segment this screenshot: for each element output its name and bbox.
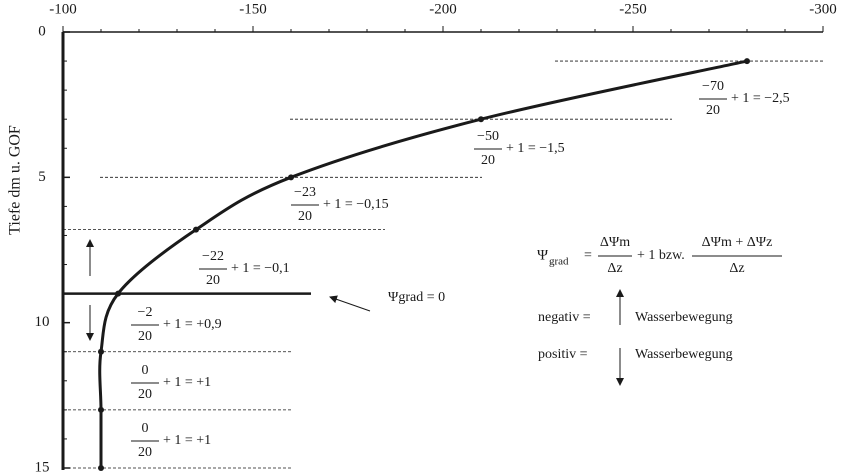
fraction-denominator: 20 (481, 153, 495, 168)
legend-label: positiv = (538, 347, 588, 362)
pointer-arrow (329, 295, 371, 312)
formula-den: Δz (729, 261, 744, 276)
point (193, 226, 199, 233)
x-tick-label: -200 (429, 1, 457, 17)
legend-text: Wasserbewegung (635, 347, 733, 362)
fraction-denominator: 20 (706, 103, 720, 118)
fraction-numerator: −23 (294, 185, 316, 200)
fraction-denominator: 20 (298, 209, 312, 224)
point (98, 348, 104, 355)
x-tick-label: -150 (239, 1, 267, 17)
point (288, 174, 294, 181)
y-axis-label: Tiefe dm u. GOF (7, 125, 24, 235)
fraction-denominator: 20 (138, 387, 152, 402)
y-tick-label: 15 (35, 459, 50, 475)
point (478, 116, 484, 123)
x-tick-label: -250 (619, 1, 647, 17)
annotation-text: + 1 = +1 (163, 375, 211, 390)
point (98, 465, 104, 471)
annotation-text: + 1 = +1 (163, 433, 211, 448)
curve (98, 59, 748, 468)
fraction-numerator: −50 (477, 129, 499, 144)
y-tick-label: 5 (38, 169, 46, 185)
zero-label: Ψgrad = 0 (388, 290, 445, 305)
annotation-text: + 1 = −1,5 (506, 141, 565, 156)
annotation-text: + 1 = −0,1 (231, 261, 290, 276)
formula-subscript: grad (549, 256, 569, 268)
fraction-denominator: 20 (138, 445, 152, 460)
legend-label: negativ = (538, 310, 591, 325)
fraction-numerator: 0 (142, 421, 149, 436)
fraction-numerator: −70 (702, 79, 724, 94)
x-tick-label: -100 (49, 1, 77, 17)
formula-den: Δz (607, 261, 622, 276)
point (744, 58, 750, 65)
formula: Ψ grad = ΔΨm Δz + 1 bzw. ΔΨm + ΔΨz Δz (537, 235, 782, 276)
x-tick-label: -300 (809, 1, 837, 17)
legend-text: Wasserbewegung (635, 310, 733, 325)
point (98, 406, 104, 413)
formula-equals: = (584, 248, 592, 263)
annotation-text: + 1 = −0,15 (323, 197, 389, 212)
y-tick-label: 0 (38, 23, 46, 39)
formula-num: ΔΨm + ΔΨz (702, 235, 773, 250)
point (115, 290, 122, 297)
fraction-denominator: 20 (138, 329, 152, 344)
fraction-denominator: 20 (206, 273, 220, 288)
annotation-text: + 1 = −2,5 (731, 91, 790, 106)
y-tick-label: 10 (35, 314, 50, 330)
formula-middle: + 1 bzw. (637, 248, 685, 263)
annotation-text: + 1 = +0,9 (163, 317, 222, 332)
fraction-numerator: 0 (142, 363, 149, 378)
formula-num: ΔΨm (600, 235, 630, 250)
fraction-numerator: −22 (202, 249, 224, 264)
fraction-numerator: −2 (138, 305, 153, 320)
formula-symbol: Ψ (537, 247, 549, 263)
